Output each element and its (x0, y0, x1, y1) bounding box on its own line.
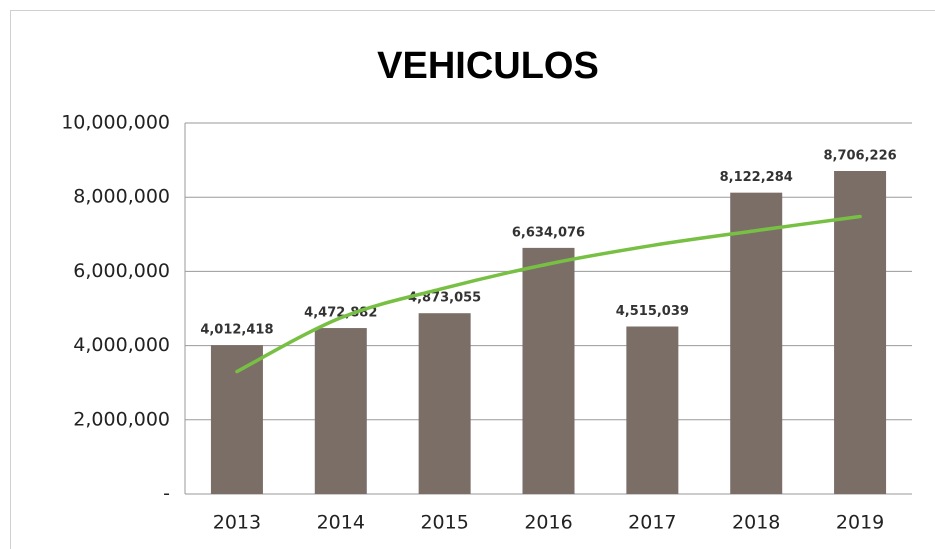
data-label: 4,472,882 (304, 306, 377, 321)
x-tick-label: 2019 (836, 512, 884, 534)
y-tick-label: 8,000,000 (73, 186, 170, 208)
y-tick-label: - (163, 483, 170, 505)
bar (314, 328, 367, 494)
y-tick-label: 6,000,000 (73, 260, 170, 282)
trendline (235, 214, 862, 374)
data-label: 6,634,076 (512, 225, 585, 240)
data-label: 8,122,284 (720, 170, 793, 185)
y-tick-label: 2,000,000 (73, 408, 170, 430)
bar (522, 247, 575, 494)
x-tick-label: 2018 (732, 512, 780, 534)
y-tick-label: 4,000,000 (73, 334, 170, 356)
data-label: 8,706,226 (823, 148, 896, 163)
data-label: 4,515,039 (616, 304, 689, 319)
bar (210, 345, 263, 494)
x-tick-label: 2014 (317, 512, 365, 534)
bar (626, 326, 679, 494)
bar (834, 170, 887, 494)
bar (418, 313, 471, 494)
y-tick-label: 10,000,000 (61, 112, 170, 134)
x-tick-label: 2013 (213, 512, 261, 534)
x-tick-label: 2016 (524, 512, 572, 534)
bar (730, 192, 783, 494)
x-tick-label: 2015 (420, 512, 468, 534)
data-label: 4,012,418 (200, 323, 273, 338)
chart-frame (10, 10, 935, 549)
x-tick-label: 2017 (628, 512, 676, 534)
chart-title: VEHICULOS (377, 45, 599, 87)
